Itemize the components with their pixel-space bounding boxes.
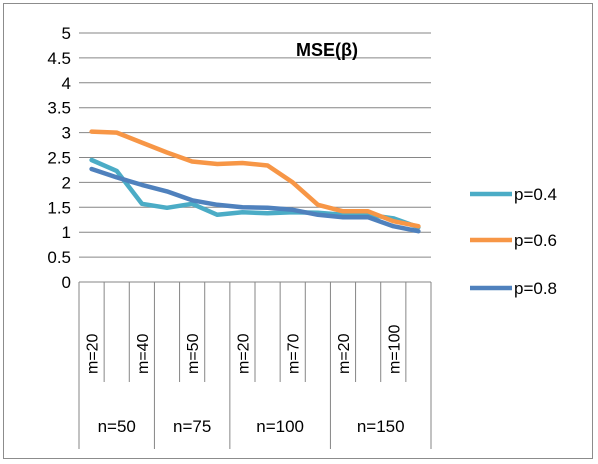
legend-label: p=0.4 bbox=[514, 185, 557, 204]
x-category-label: m=40 bbox=[135, 333, 152, 374]
series-line bbox=[89, 157, 421, 230]
x-group-label: n=150 bbox=[357, 417, 405, 436]
y-tick-label: 1 bbox=[62, 223, 71, 242]
y-tick-label: 5 bbox=[62, 24, 71, 43]
x-group-label: n=100 bbox=[256, 417, 304, 436]
line-chart: 0 0.5 1 1.5 2 2.5 3 3.5 4 4.5 5 m=20 m=40 m=50 m=20 m=… bbox=[47, 24, 557, 449]
x-category-label: m=70 bbox=[286, 333, 303, 374]
x-group-label: n=75 bbox=[173, 417, 211, 436]
x-category-label: m=20 bbox=[85, 333, 102, 374]
legend-label: p=0.6 bbox=[514, 231, 557, 250]
y-tick-label: 3 bbox=[62, 124, 71, 143]
chart-frame: 0 0.5 1 1.5 2 2.5 3 3.5 4 4.5 5 m=20 m=40 m=50 m=20 m=… bbox=[3, 3, 593, 459]
x-category-label: m=100 bbox=[386, 325, 403, 374]
y-tick-label: 0.5 bbox=[47, 248, 71, 267]
y-tick-label: 0 bbox=[62, 273, 71, 292]
y-tick-label: 2 bbox=[62, 173, 71, 192]
x-category-label: m=50 bbox=[185, 333, 202, 374]
series-line bbox=[89, 129, 421, 229]
x-group-label: n=50 bbox=[98, 417, 136, 436]
y-tick-label: 1.5 bbox=[47, 198, 71, 217]
y-tick-label: 4 bbox=[62, 74, 71, 93]
x-category-label: m=20 bbox=[336, 333, 353, 374]
x-category-label: m=20 bbox=[235, 333, 252, 374]
y-tick-label: 3.5 bbox=[47, 99, 71, 118]
legend-label: p=0.8 bbox=[514, 279, 557, 298]
y-tick-label: 2.5 bbox=[47, 149, 71, 168]
chart-title: MSE(β) bbox=[296, 40, 358, 60]
series-line bbox=[89, 166, 421, 234]
y-tick-label: 4.5 bbox=[47, 49, 71, 68]
